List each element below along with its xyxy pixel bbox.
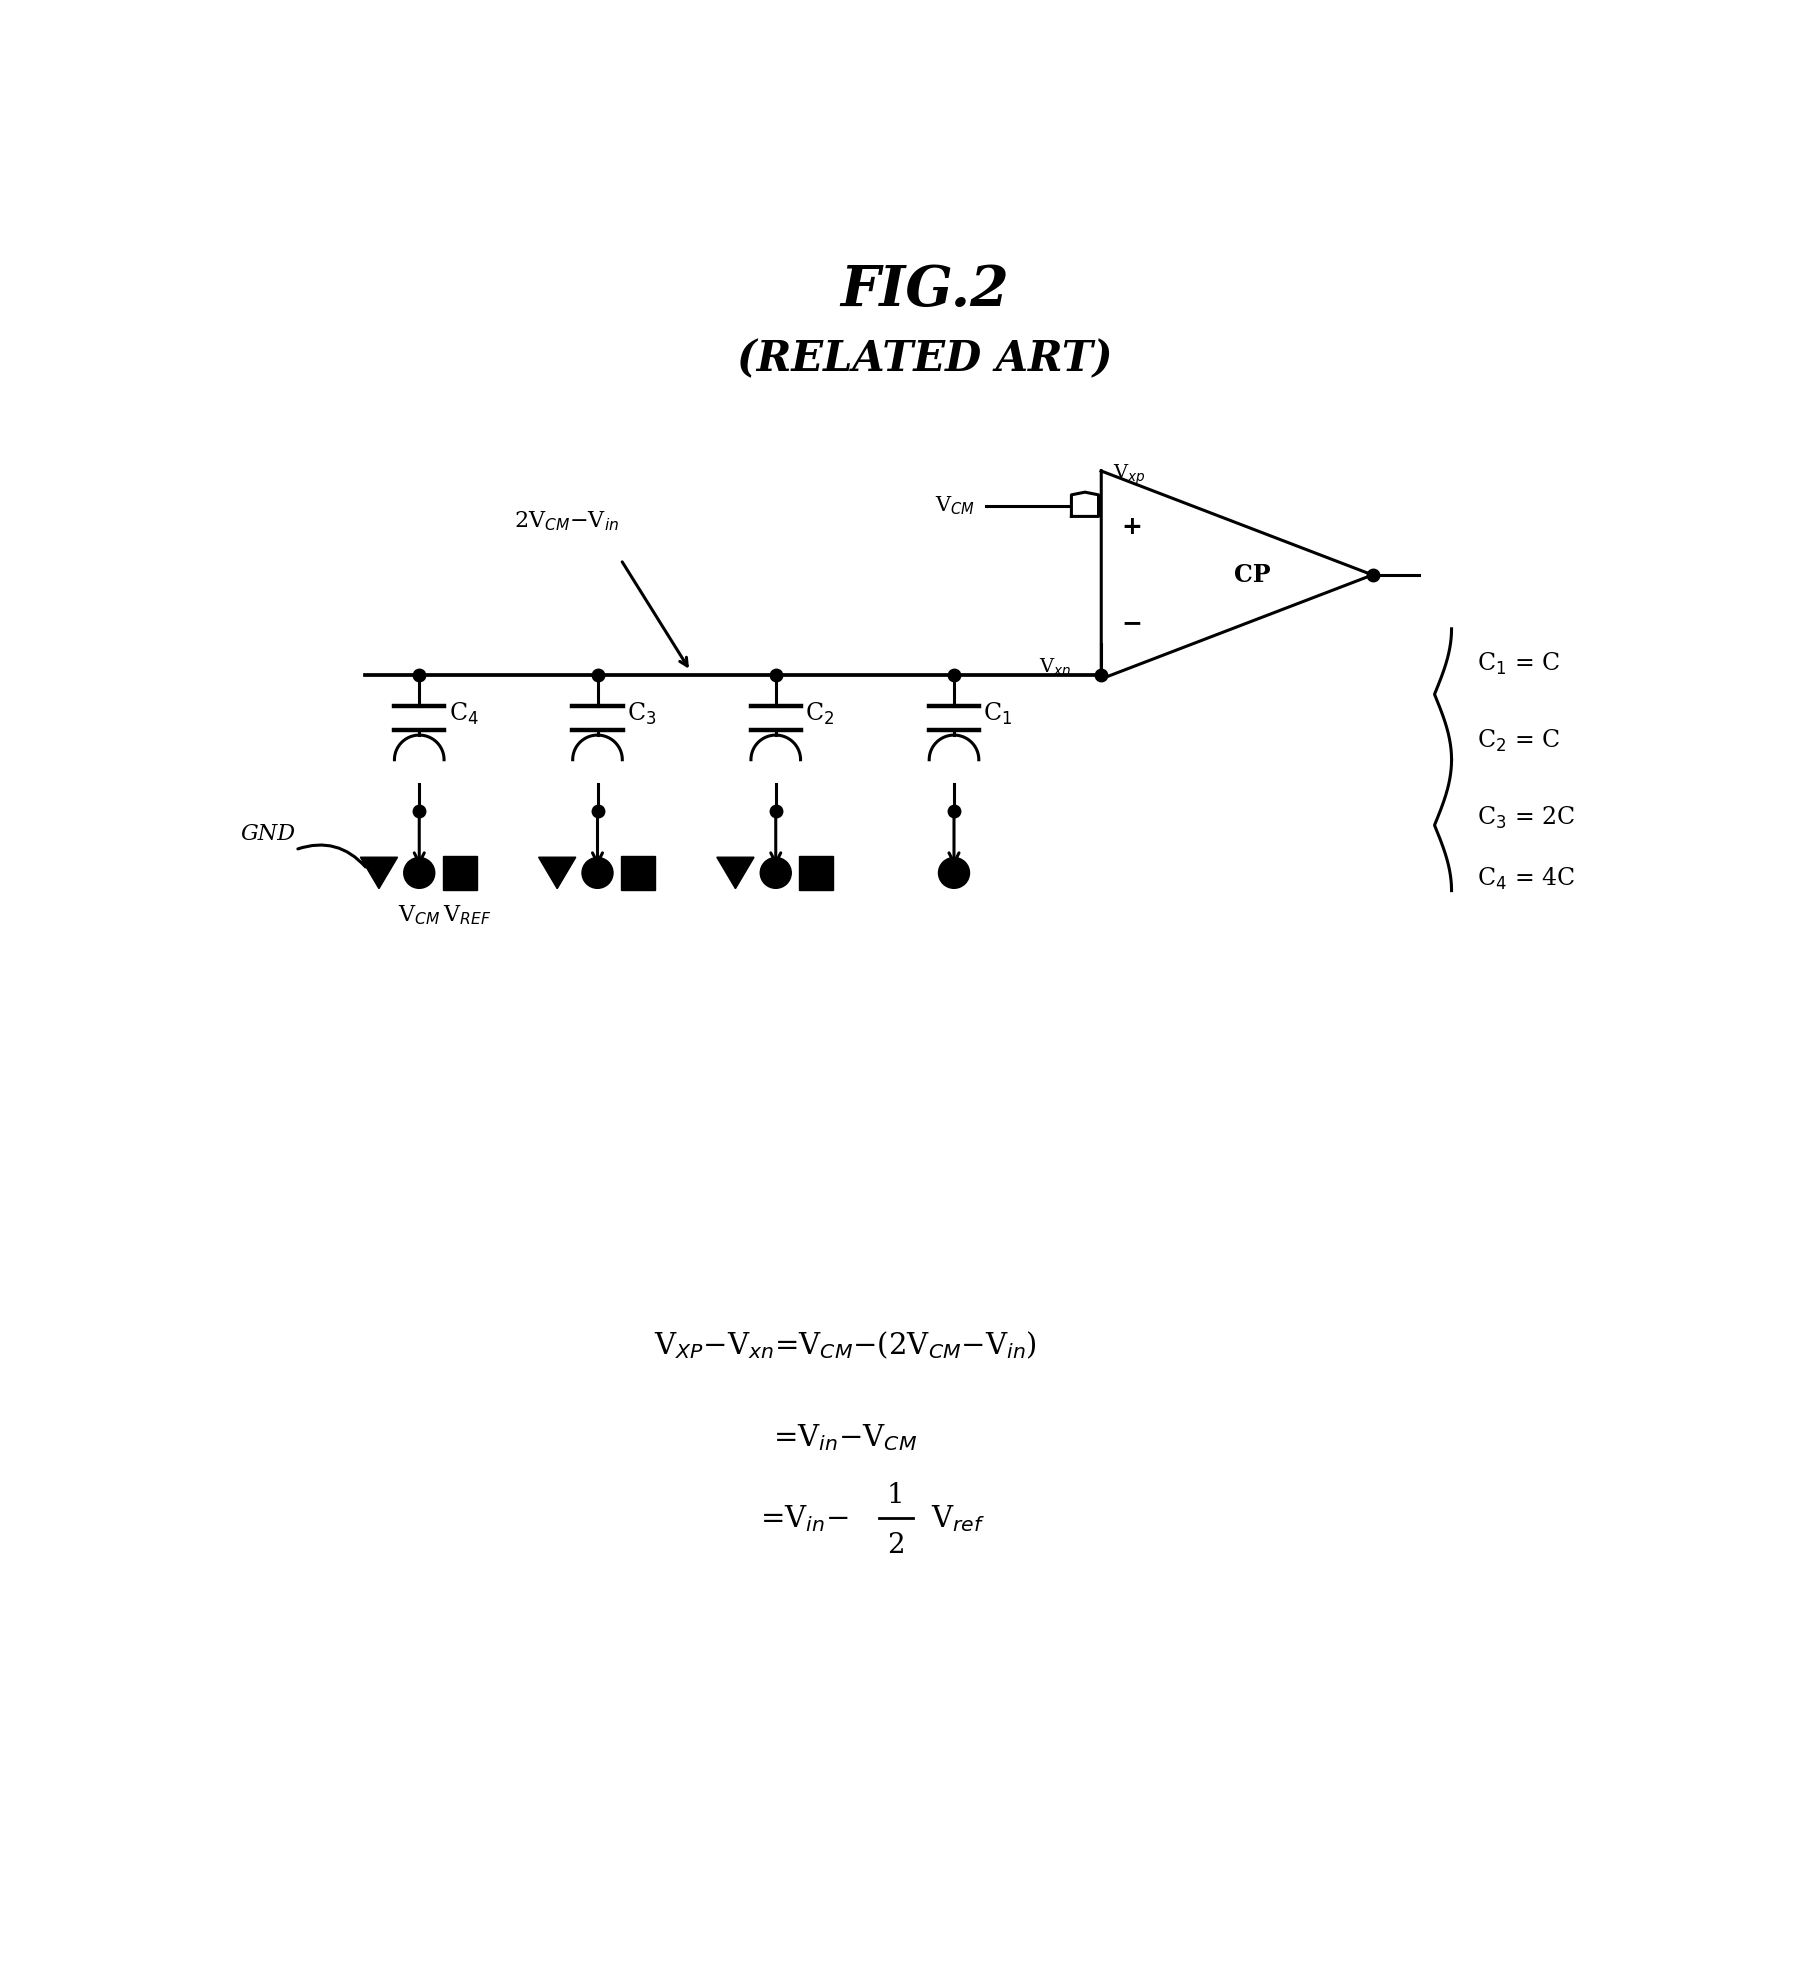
Text: V$_{xp}$: V$_{xp}$ (1113, 463, 1146, 487)
Text: =V$_{in}$−V$_{CM}$: =V$_{in}$−V$_{CM}$ (774, 1423, 918, 1452)
Text: C$_2$: C$_2$ (805, 701, 835, 727)
Bar (799, 856, 833, 890)
Circle shape (583, 858, 613, 888)
Text: =V$_{in}$−: =V$_{in}$− (759, 1502, 848, 1534)
Text: V$_{xn}$: V$_{xn}$ (1039, 656, 1072, 678)
Text: C$_4$: C$_4$ (449, 701, 478, 727)
Text: V$_{CM}$: V$_{CM}$ (934, 495, 974, 517)
Text: (RELATED ART): (RELATED ART) (736, 338, 1113, 380)
Text: 2V$_{CM}$−V$_{in}$: 2V$_{CM}$−V$_{in}$ (514, 509, 619, 533)
Text: V$_{REF}$: V$_{REF}$ (444, 904, 491, 928)
Text: 1: 1 (888, 1482, 906, 1508)
Text: V$_{ref}$: V$_{ref}$ (931, 1502, 985, 1534)
Text: FIG.2: FIG.2 (841, 262, 1008, 318)
Text: C$_1$ = C: C$_1$ = C (1477, 650, 1560, 678)
Polygon shape (539, 856, 575, 888)
Bar (621, 856, 655, 890)
Circle shape (759, 858, 792, 888)
Text: GND: GND (240, 823, 296, 844)
Text: +: + (1122, 515, 1142, 538)
Text: 2: 2 (888, 1532, 904, 1558)
Text: V$_{CM}$: V$_{CM}$ (399, 904, 440, 928)
Text: C$_3$ = 2C: C$_3$ = 2C (1477, 805, 1575, 831)
Text: C$_4$ = 4C: C$_4$ = 4C (1477, 866, 1575, 892)
Text: CP: CP (1234, 562, 1270, 586)
Polygon shape (1072, 493, 1099, 517)
Circle shape (938, 858, 969, 888)
Text: C$_1$: C$_1$ (983, 701, 1012, 727)
Bar (442, 856, 476, 890)
Text: −: − (1122, 610, 1142, 634)
Polygon shape (361, 856, 397, 888)
Text: V$_{XP}$−V$_{xn}$=V$_{CM}$−(2V$_{CM}$−V$_{in}$): V$_{XP}$−V$_{xn}$=V$_{CM}$−(2V$_{CM}$−V$… (655, 1329, 1037, 1361)
Text: C$_3$: C$_3$ (628, 701, 657, 727)
Polygon shape (716, 856, 754, 888)
Text: C$_2$ = C: C$_2$ = C (1477, 727, 1560, 753)
Circle shape (404, 858, 435, 888)
